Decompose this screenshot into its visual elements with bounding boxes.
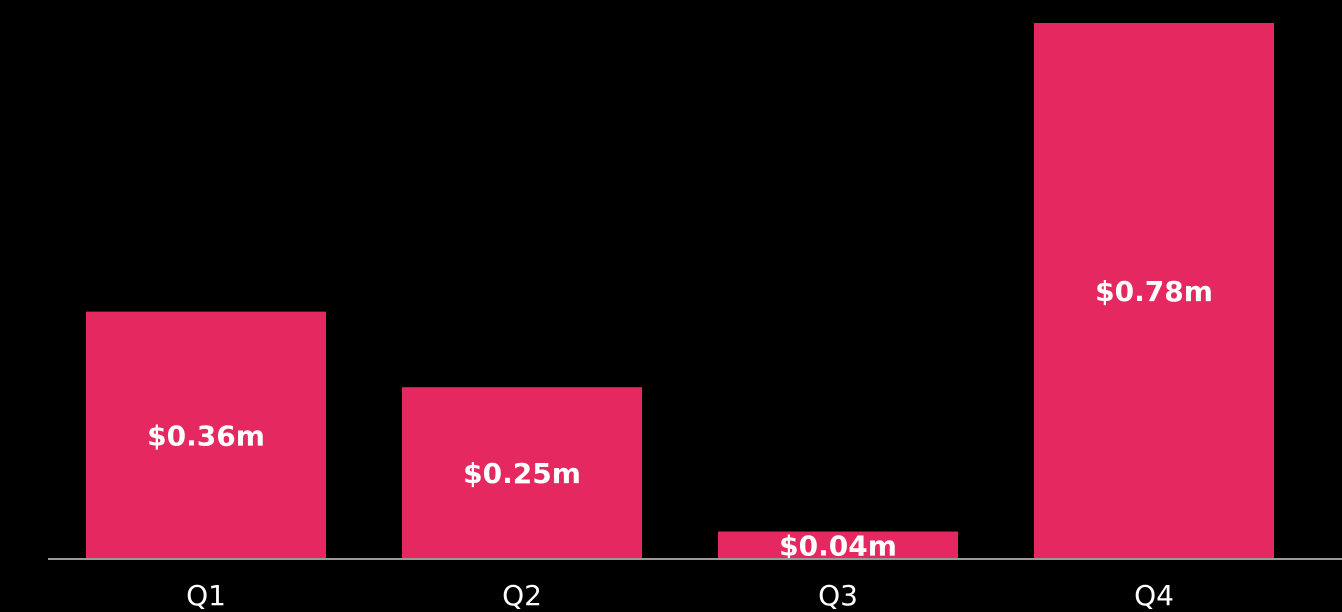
x-tick-label: Q4 [1134,579,1174,612]
bar [86,311,326,559]
value-label: $0.36m [147,419,265,452]
bar [1034,23,1274,559]
bar [402,387,642,559]
x-tick-label: Q1 [186,579,226,612]
bar [718,531,958,559]
x-tick-label: Q3 [818,579,858,612]
value-label: $0.04m [779,529,897,562]
value-label: $0.25m [463,457,581,490]
value-label: $0.78m [1095,275,1213,308]
x-tick-label: Q2 [502,579,542,612]
